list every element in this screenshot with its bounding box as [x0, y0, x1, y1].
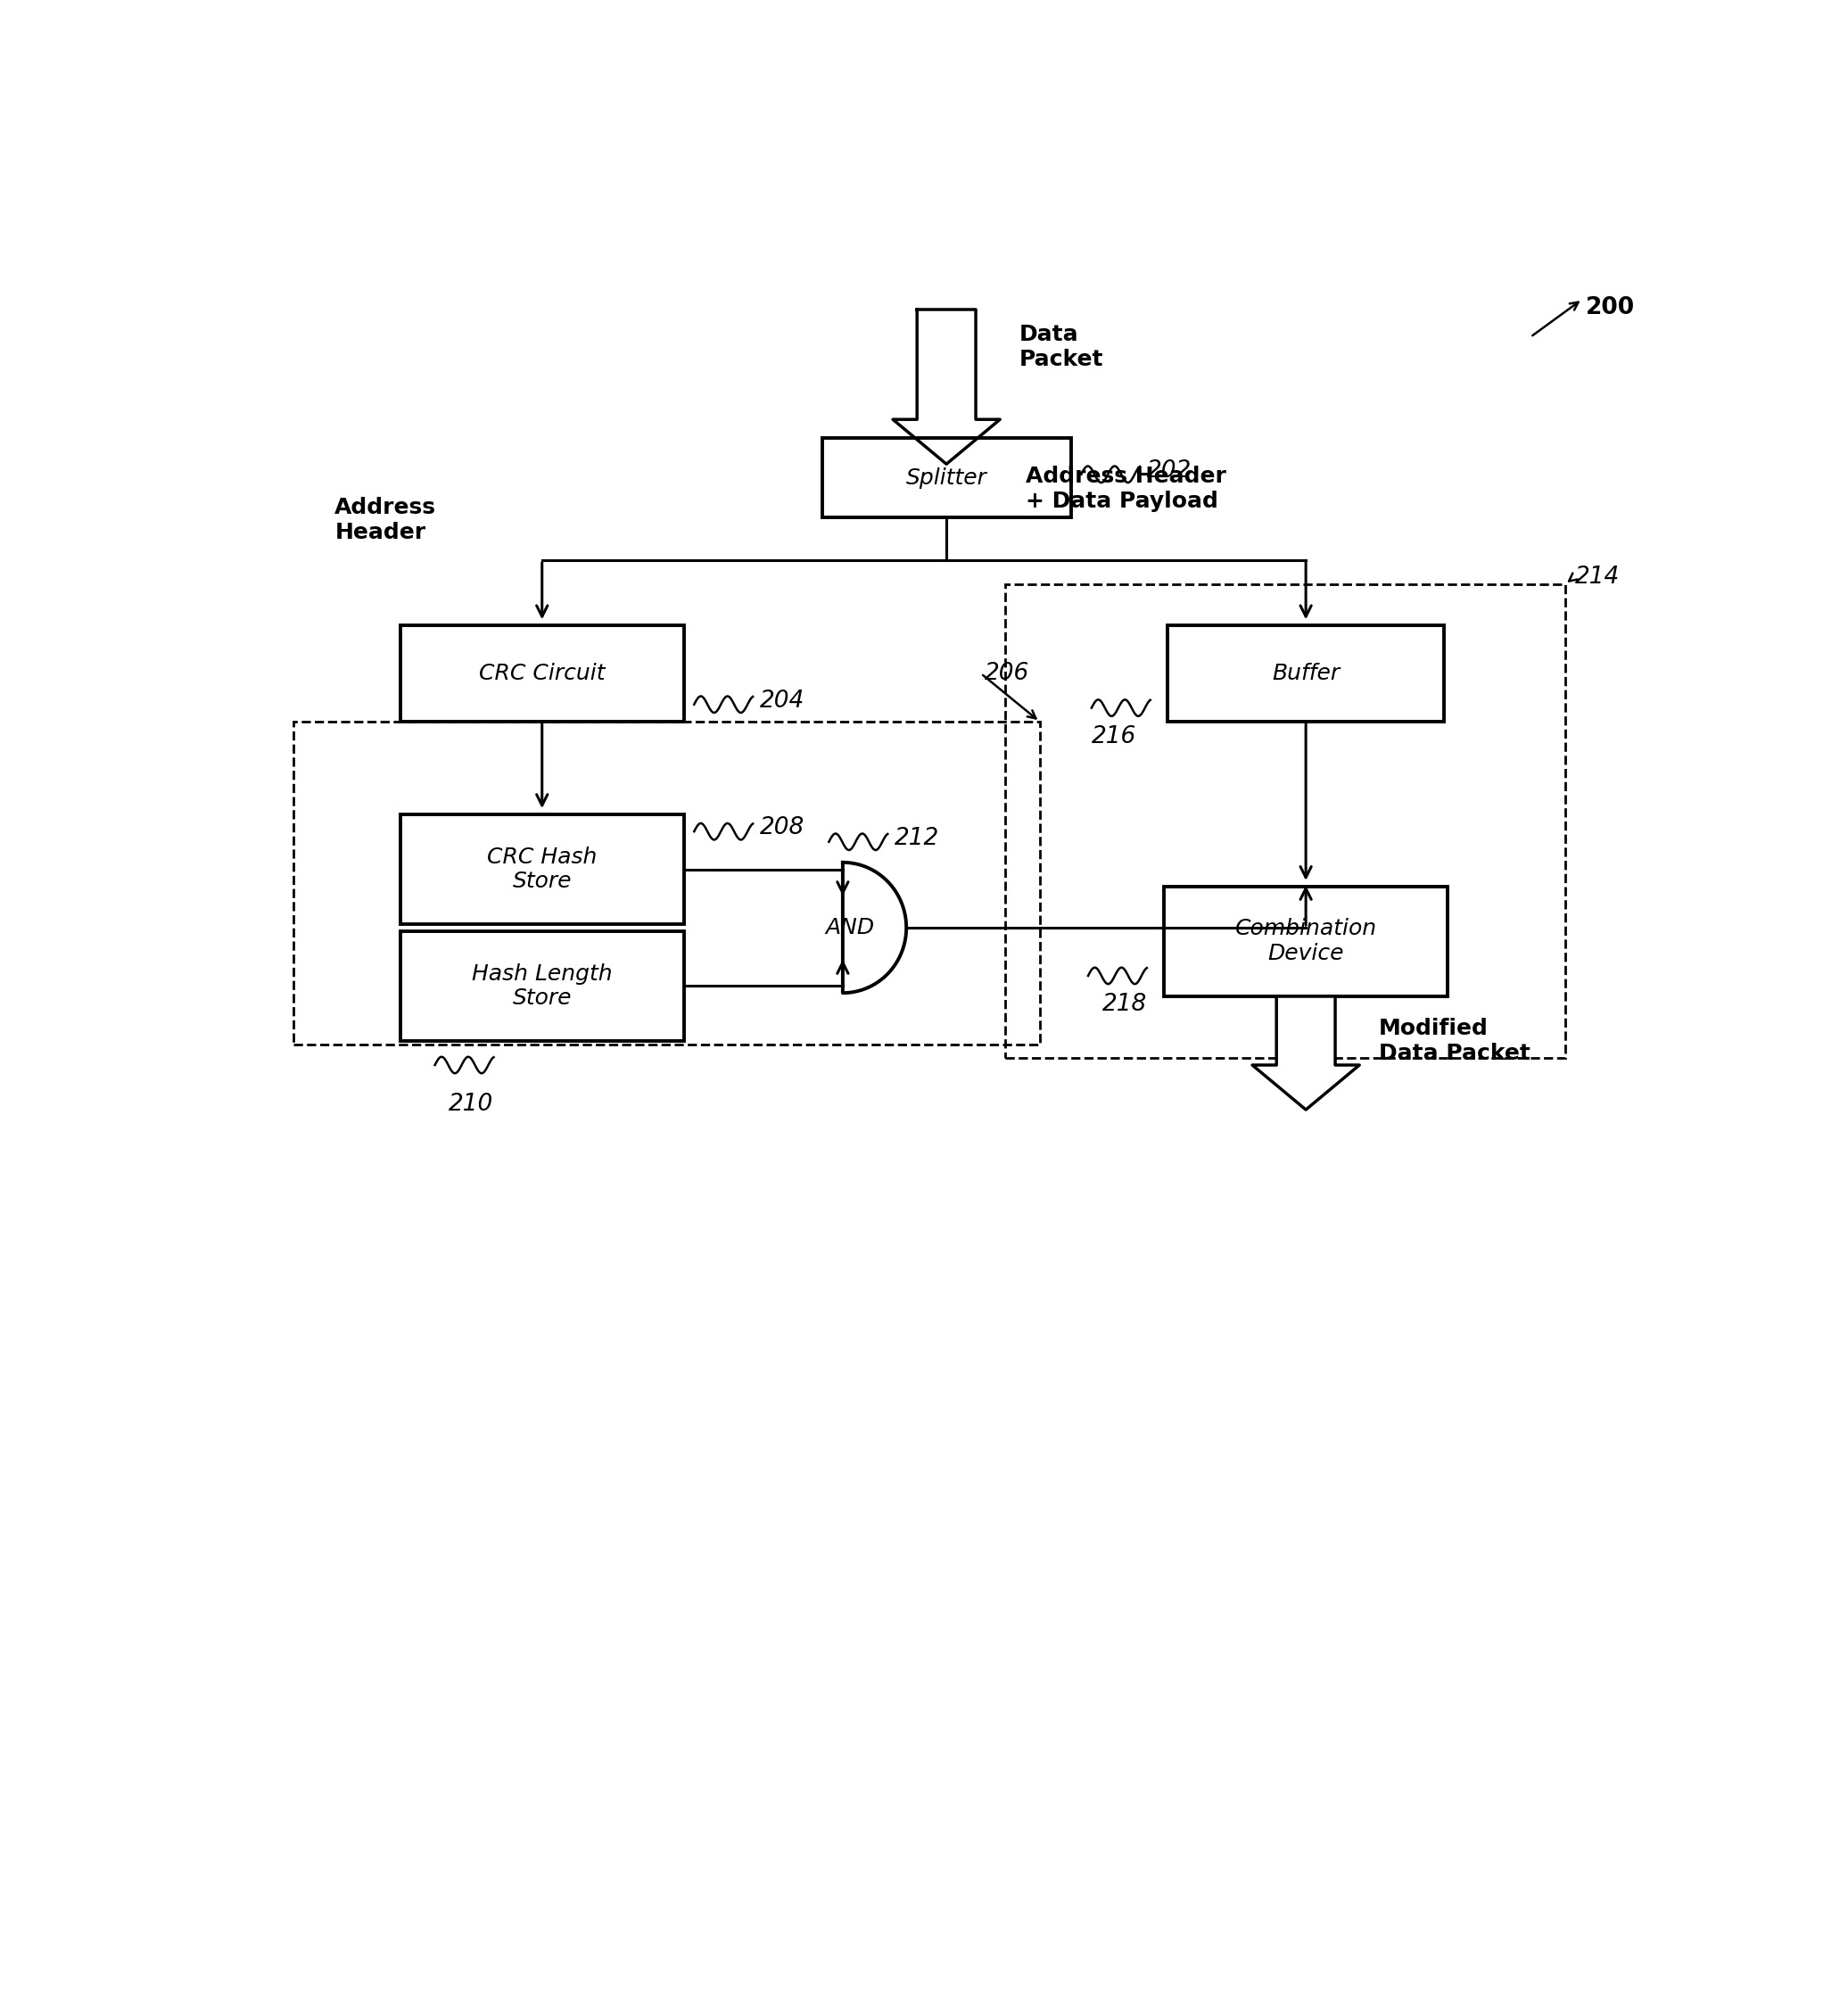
Bar — [401, 815, 684, 925]
Bar — [294, 723, 1040, 1044]
Text: Hash Length
Store: Hash Length Store — [471, 963, 612, 1010]
Text: 216: 216 — [1092, 725, 1137, 749]
Text: 218: 218 — [1101, 993, 1148, 1016]
Text: Combination
Device: Combination Device — [1234, 919, 1377, 965]
Text: 202: 202 — [1148, 460, 1192, 482]
Text: 200: 200 — [1586, 295, 1635, 319]
Text: AND: AND — [824, 917, 874, 939]
Text: Splitter: Splitter — [906, 468, 987, 488]
Text: CRC Circuit: CRC Circuit — [479, 662, 604, 684]
Text: Address Header
+ Data Payload: Address Header + Data Payload — [1026, 466, 1227, 512]
Text: 208: 208 — [760, 817, 804, 839]
Text: Buffer: Buffer — [1271, 662, 1340, 684]
Text: CRC Hash
Store: CRC Hash Store — [488, 847, 597, 893]
Text: 204: 204 — [760, 690, 804, 712]
Bar — [401, 931, 684, 1042]
Polygon shape — [1253, 995, 1360, 1110]
Text: Address
Header: Address Header — [334, 498, 436, 544]
Polygon shape — [843, 863, 906, 993]
Bar — [401, 626, 684, 723]
Polygon shape — [893, 309, 1000, 464]
Text: 214: 214 — [1574, 566, 1621, 588]
Text: Data
Packet: Data Packet — [1018, 325, 1103, 371]
Bar — [1168, 626, 1443, 723]
Text: Modified
Data Packet: Modified Data Packet — [1379, 1018, 1530, 1064]
Bar — [1164, 887, 1447, 995]
Text: 210: 210 — [449, 1092, 493, 1116]
Bar — [822, 438, 1070, 518]
Text: 206: 206 — [985, 662, 1029, 684]
Text: 212: 212 — [894, 827, 939, 851]
Bar — [1005, 584, 1565, 1058]
